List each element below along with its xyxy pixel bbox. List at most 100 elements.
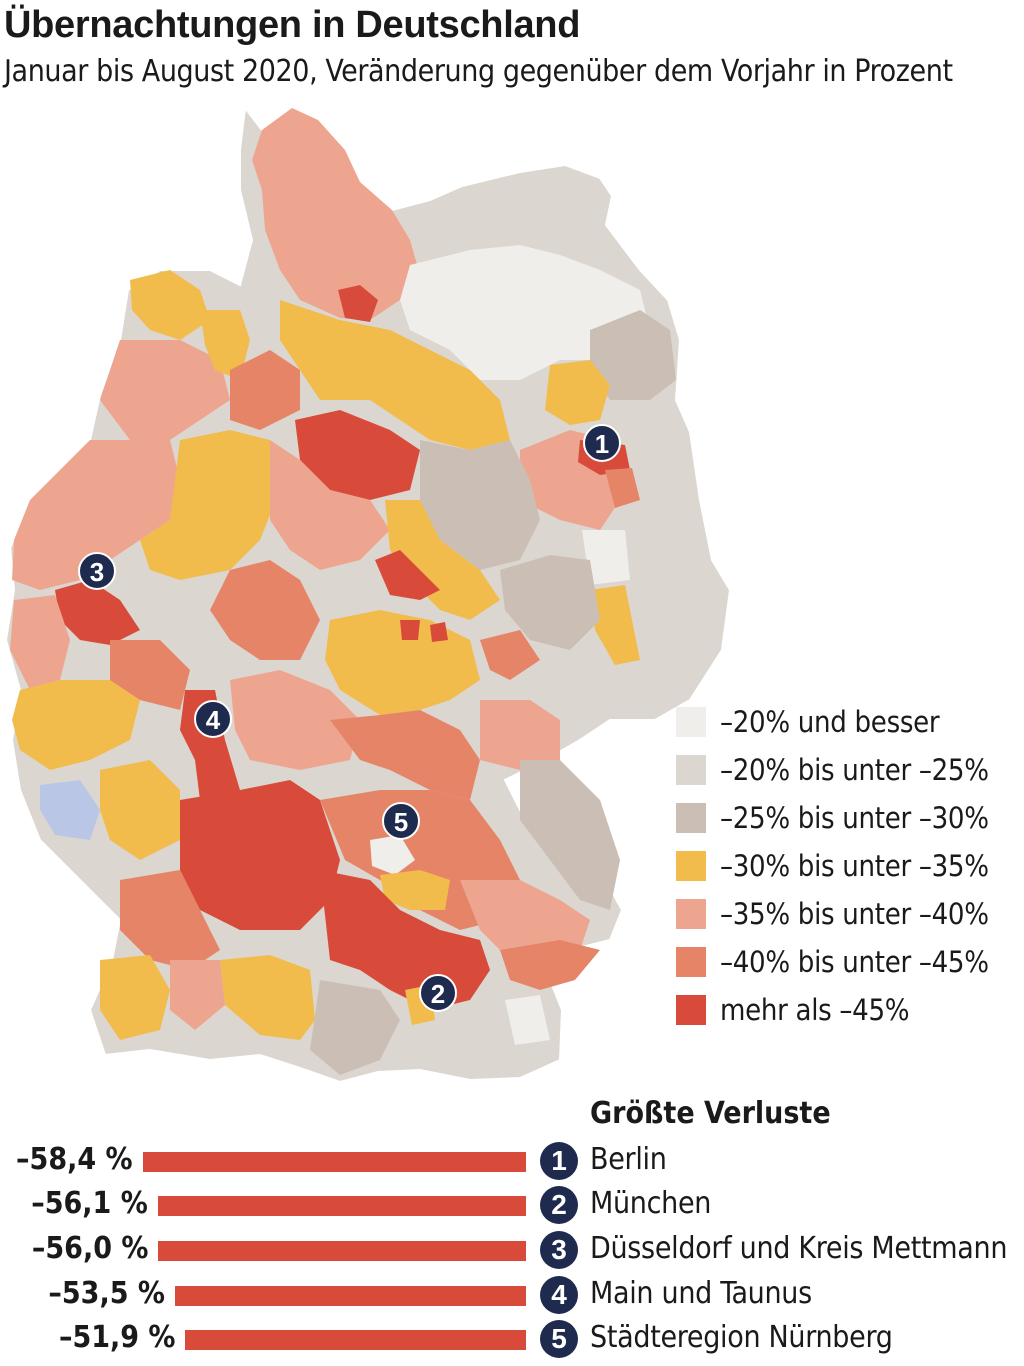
losses-title: Größte Verluste <box>590 1096 831 1131</box>
legend-swatch <box>676 755 706 785</box>
losses-row: –53,5 % 4 Main und Taunus <box>0 1274 1024 1318</box>
legend-swatch <box>676 947 706 977</box>
region <box>330 710 480 800</box>
region <box>120 870 220 970</box>
legend-label: –40% bis unter –45% <box>720 945 989 979</box>
map-marker-2: 2 <box>419 974 457 1012</box>
region <box>480 700 560 770</box>
region <box>480 630 540 680</box>
losses-row: –51,9 % 5 Städteregion Nürnberg <box>0 1318 1024 1362</box>
region <box>280 300 510 450</box>
region <box>100 760 180 860</box>
chart-title: Übernachtungen in Deutschland <box>4 4 581 46</box>
map-legend: –20% und besser –20% bis unter –25% –25%… <box>676 698 1024 1034</box>
legend-item: –20% bis unter –25% <box>676 746 1024 794</box>
region <box>605 468 640 508</box>
bar <box>174 1286 526 1306</box>
legend-swatch <box>676 995 706 1025</box>
region <box>582 530 630 585</box>
rank-badge: 2 <box>540 1186 578 1224</box>
bar <box>142 1152 526 1172</box>
region <box>270 440 390 570</box>
legend-label: –20% bis unter –25% <box>720 753 989 787</box>
legend-swatch <box>676 803 706 833</box>
rank-badge: 1 <box>540 1142 578 1180</box>
region <box>230 350 300 430</box>
region <box>460 880 590 960</box>
bar-value-label: –56,1 % <box>31 1186 148 1221</box>
legend-item: –25% bis unter –30% <box>676 794 1024 842</box>
bar-name-label: Main und Taunus <box>590 1276 812 1311</box>
rank-badge: 5 <box>540 1320 578 1358</box>
legend-label: –35% bis unter –40% <box>720 897 989 931</box>
bar-value-label: –56,0 % <box>31 1231 149 1266</box>
bar <box>185 1330 526 1350</box>
region <box>100 955 170 1040</box>
legend-swatch <box>676 899 706 929</box>
legend-label: –30% bis unter –35% <box>720 849 989 883</box>
legend-label: –20% und besser <box>720 705 940 739</box>
map-marker-5: 5 <box>382 802 420 840</box>
region <box>590 585 640 665</box>
bar-value-label: –53,5 % <box>48 1276 165 1311</box>
region <box>12 680 140 770</box>
region <box>55 580 140 645</box>
region <box>12 440 180 590</box>
bar <box>158 1241 526 1261</box>
map-marker-label: 3 <box>90 557 104 587</box>
region <box>230 670 360 770</box>
legend-label: –25% bis unter –30% <box>720 801 989 835</box>
legend-label: mehr als –45% <box>720 993 910 1027</box>
bar-name-label: Städteregion Nürnberg <box>590 1320 893 1355</box>
region <box>338 285 378 322</box>
losses-bar-chart: –58,4 % 1 Berlin –56,1 % 2 München –56,0… <box>0 1140 1024 1366</box>
region <box>252 108 420 320</box>
region <box>200 310 250 380</box>
region <box>40 780 100 840</box>
rank-badge: 3 <box>540 1231 578 1269</box>
region <box>505 995 550 1045</box>
map-marker-label: 2 <box>431 979 445 1009</box>
map-marker-4: 4 <box>194 700 232 738</box>
germany-map: 1 2 3 4 5 <box>4 105 732 1084</box>
legend-item: –35% bis unter –40% <box>676 890 1024 938</box>
bar <box>157 1196 526 1216</box>
map-marker-3: 3 <box>78 552 116 590</box>
region <box>385 500 500 620</box>
legend-item: –30% bis unter –35% <box>676 842 1024 890</box>
legend-item: –40% bis unter –45% <box>676 938 1024 986</box>
legend-item: –20% und besser <box>676 698 1024 746</box>
region <box>310 980 400 1075</box>
legend-swatch <box>676 851 706 881</box>
region <box>545 360 610 425</box>
region <box>320 870 490 1010</box>
losses-row: –58,4 % 1 Berlin <box>0 1140 1024 1184</box>
region <box>110 640 190 710</box>
region <box>420 440 540 570</box>
chart-subtitle: Januar bis August 2020, Veränderung gege… <box>4 54 953 89</box>
region <box>430 622 448 642</box>
region <box>140 430 280 580</box>
legend-swatch <box>676 707 706 737</box>
map-marker-label: 5 <box>394 807 408 837</box>
region <box>400 620 420 640</box>
region <box>520 760 620 910</box>
map-marker-1: 1 <box>583 424 621 462</box>
map-marker-label: 4 <box>206 705 221 735</box>
region <box>100 340 230 440</box>
bar-value-label: –58,4 % <box>16 1142 133 1177</box>
legend-item: mehr als –45% <box>676 986 1024 1034</box>
bar-name-label: Berlin <box>590 1142 667 1177</box>
region <box>210 560 320 660</box>
rank-badge: 4 <box>540 1276 578 1314</box>
losses-row: –56,1 % 2 München <box>0 1184 1024 1228</box>
bar-value-label: –51,9 % <box>58 1320 176 1355</box>
region <box>220 955 315 1040</box>
bar-name-label: Düsseldorf und Kreis Mettmann <box>590 1231 1008 1266</box>
region <box>170 960 225 1030</box>
region <box>500 555 600 650</box>
region <box>590 310 676 400</box>
region <box>375 550 440 600</box>
region <box>500 940 600 990</box>
region <box>295 410 420 500</box>
